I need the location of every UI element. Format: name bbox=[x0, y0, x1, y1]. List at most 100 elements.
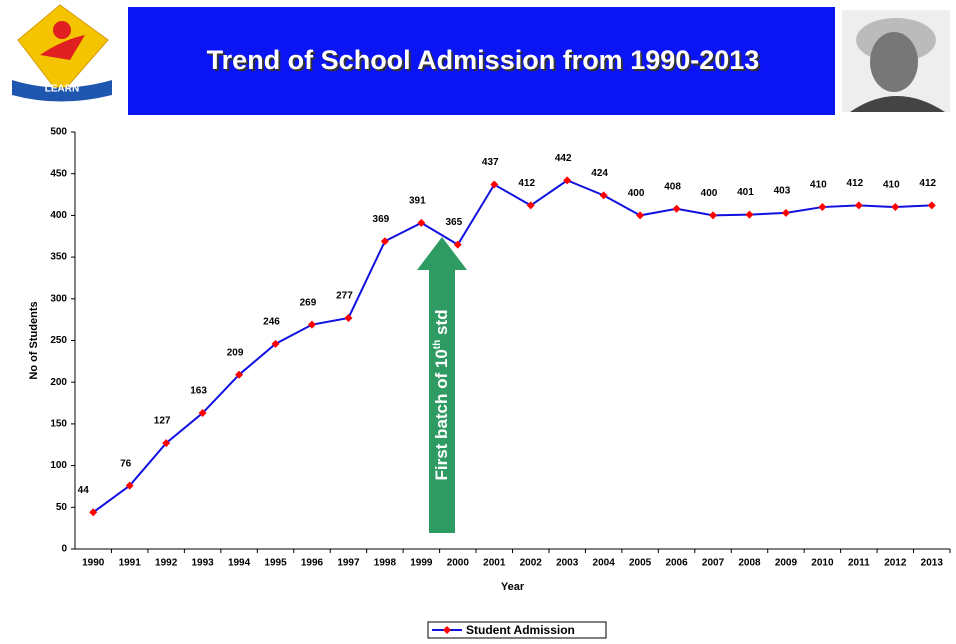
x-tick-label: 1998 bbox=[374, 558, 397, 569]
data-label: 277 bbox=[336, 291, 353, 302]
y-tick-label: 50 bbox=[56, 502, 68, 513]
data-label: 400 bbox=[701, 188, 718, 199]
header-banner bbox=[128, 7, 835, 115]
x-tick-label: 1996 bbox=[301, 558, 324, 569]
data-label: 424 bbox=[591, 168, 608, 179]
data-label: 246 bbox=[263, 316, 280, 327]
y-tick-label: 300 bbox=[50, 293, 67, 304]
x-tick-label: 2008 bbox=[738, 558, 761, 569]
x-tick-label: 2009 bbox=[775, 558, 798, 569]
marker bbox=[162, 439, 171, 448]
data-label: 369 bbox=[373, 214, 390, 225]
data-label: 442 bbox=[555, 153, 572, 164]
x-tick-label: 2006 bbox=[665, 558, 688, 569]
x-tick-label: 2002 bbox=[520, 558, 543, 569]
y-tick-label: 450 bbox=[50, 168, 67, 179]
marker bbox=[672, 204, 681, 213]
x-axis-title: Year bbox=[501, 581, 525, 593]
x-tick-label: 2011 bbox=[848, 558, 870, 569]
data-label: 412 bbox=[518, 178, 535, 189]
marker bbox=[235, 370, 244, 379]
data-label: 412 bbox=[919, 178, 936, 189]
marker bbox=[563, 176, 572, 185]
chart-title: Trend of School Admission from 1990-2013 bbox=[207, 45, 760, 75]
data-label: 400 bbox=[628, 188, 645, 199]
marker bbox=[927, 201, 936, 210]
data-label: 365 bbox=[445, 217, 462, 228]
marker bbox=[636, 211, 645, 220]
marker bbox=[818, 203, 827, 212]
x-tick-label: 1999 bbox=[410, 558, 433, 569]
data-label: 76 bbox=[120, 458, 132, 469]
annotation-part: std bbox=[432, 310, 451, 340]
y-tick-label: 150 bbox=[50, 419, 67, 430]
x-tick-label: 2007 bbox=[702, 558, 725, 569]
x-tick-label: 2001 bbox=[483, 558, 506, 569]
data-label: 412 bbox=[847, 178, 864, 189]
x-tick-label: 2004 bbox=[593, 558, 616, 569]
marker bbox=[745, 210, 754, 219]
x-tick-label: 1995 bbox=[264, 558, 287, 569]
y-tick-label: 400 bbox=[50, 210, 67, 221]
marker bbox=[271, 339, 280, 348]
marker bbox=[417, 218, 426, 227]
legend-marker bbox=[443, 626, 451, 634]
marker bbox=[453, 240, 462, 249]
data-label: 209 bbox=[227, 347, 244, 358]
data-label: 163 bbox=[190, 386, 207, 397]
data-label: 401 bbox=[737, 187, 754, 198]
logo-text: LEARN bbox=[45, 84, 79, 95]
title-shadow: Trend of School Admission from 1990-2013 bbox=[209, 47, 762, 77]
x-tick-label: 1990 bbox=[82, 558, 105, 569]
x-tick-label: 1997 bbox=[337, 558, 360, 569]
marker bbox=[781, 208, 790, 217]
x-tick-label: 2000 bbox=[447, 558, 470, 569]
data-label: 410 bbox=[810, 180, 827, 191]
marker bbox=[344, 313, 353, 322]
marker bbox=[89, 508, 98, 517]
y-tick-label: 200 bbox=[50, 377, 67, 388]
x-tick-label: 1994 bbox=[228, 558, 251, 569]
data-label: 403 bbox=[774, 186, 791, 197]
marker bbox=[891, 203, 900, 212]
annotation-part: th bbox=[432, 340, 443, 349]
marker bbox=[307, 320, 316, 329]
data-label: 269 bbox=[300, 297, 317, 308]
x-tick-label: 2013 bbox=[921, 558, 944, 569]
x-tick-label: 1992 bbox=[155, 558, 178, 569]
marker bbox=[599, 191, 608, 200]
data-label: 391 bbox=[409, 196, 426, 207]
marker bbox=[709, 211, 718, 220]
marker bbox=[490, 180, 499, 189]
y-tick-label: 0 bbox=[61, 544, 67, 555]
annotation: First batch of 10th std bbox=[432, 310, 451, 481]
marker bbox=[125, 481, 134, 490]
x-tick-label: 1991 bbox=[119, 558, 142, 569]
portrait bbox=[842, 10, 950, 112]
x-tick-label: 2012 bbox=[884, 558, 907, 569]
marker bbox=[854, 201, 863, 210]
data-label: 127 bbox=[154, 416, 171, 427]
annotation-part: First batch of 10 bbox=[432, 349, 451, 480]
y-tick-label: 250 bbox=[50, 335, 67, 346]
x-tick-label: 2005 bbox=[629, 558, 652, 569]
data-label: 410 bbox=[883, 180, 900, 191]
y-tick-label: 500 bbox=[50, 127, 67, 138]
y-axis-title: No of Students bbox=[28, 301, 40, 379]
y-tick-label: 100 bbox=[50, 460, 67, 471]
marker bbox=[198, 409, 207, 418]
x-tick-label: 2010 bbox=[811, 558, 834, 569]
marker bbox=[526, 201, 535, 210]
x-tick-label: 1993 bbox=[191, 558, 214, 569]
logo: LEARN bbox=[12, 4, 112, 102]
x-tick-label: 2003 bbox=[556, 558, 579, 569]
legend-box bbox=[427, 621, 607, 639]
series-line bbox=[92, 179, 932, 514]
marker bbox=[380, 237, 389, 246]
data-label: 408 bbox=[664, 181, 681, 192]
y-tick-label: 350 bbox=[50, 252, 67, 263]
legend-label: Student Admission bbox=[466, 623, 575, 637]
annotation-arrow bbox=[417, 237, 467, 533]
